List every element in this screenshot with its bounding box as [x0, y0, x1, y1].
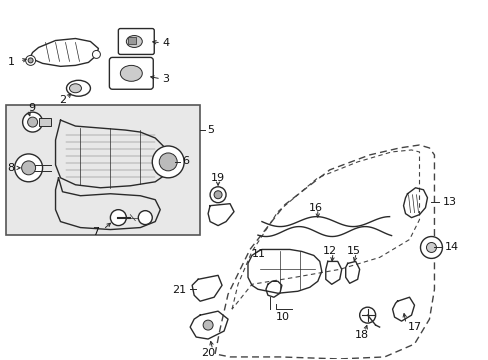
Circle shape — [426, 243, 436, 252]
Circle shape — [210, 187, 225, 203]
Text: 17: 17 — [407, 322, 421, 332]
Text: 13: 13 — [442, 197, 455, 207]
Text: 4: 4 — [162, 39, 169, 49]
Text: 2: 2 — [59, 95, 66, 105]
FancyBboxPatch shape — [109, 57, 153, 89]
Text: 9: 9 — [29, 103, 36, 113]
Circle shape — [15, 154, 42, 182]
Circle shape — [203, 320, 213, 330]
Circle shape — [420, 237, 442, 258]
Text: 10: 10 — [275, 312, 289, 322]
FancyBboxPatch shape — [39, 118, 50, 126]
Text: 21: 21 — [172, 285, 186, 295]
Text: 16: 16 — [308, 203, 322, 213]
Text: 7: 7 — [92, 226, 99, 237]
Text: 20: 20 — [201, 348, 215, 358]
Circle shape — [359, 307, 375, 323]
Text: 15: 15 — [346, 247, 360, 256]
Circle shape — [110, 210, 126, 226]
FancyBboxPatch shape — [118, 28, 154, 54]
Text: 8: 8 — [7, 163, 15, 173]
Circle shape — [28, 58, 33, 63]
Circle shape — [22, 112, 42, 132]
Circle shape — [27, 117, 38, 127]
Text: 6: 6 — [182, 156, 189, 166]
Text: 3: 3 — [162, 74, 169, 84]
Text: 5: 5 — [207, 125, 214, 135]
Circle shape — [152, 146, 184, 178]
Text: 18: 18 — [354, 330, 368, 340]
Text: 19: 19 — [211, 173, 224, 183]
Ellipse shape — [66, 80, 90, 96]
Ellipse shape — [69, 84, 81, 93]
Ellipse shape — [120, 66, 142, 81]
FancyBboxPatch shape — [6, 105, 200, 234]
Circle shape — [25, 55, 36, 66]
Circle shape — [92, 50, 100, 58]
Text: 1: 1 — [8, 57, 15, 67]
Circle shape — [159, 153, 177, 171]
FancyBboxPatch shape — [128, 36, 136, 45]
Text: 11: 11 — [251, 249, 265, 260]
Text: 12: 12 — [322, 247, 336, 256]
Circle shape — [214, 191, 222, 199]
Circle shape — [138, 211, 152, 225]
Ellipse shape — [126, 36, 142, 48]
Text: 14: 14 — [444, 243, 458, 252]
Circle shape — [21, 161, 36, 175]
